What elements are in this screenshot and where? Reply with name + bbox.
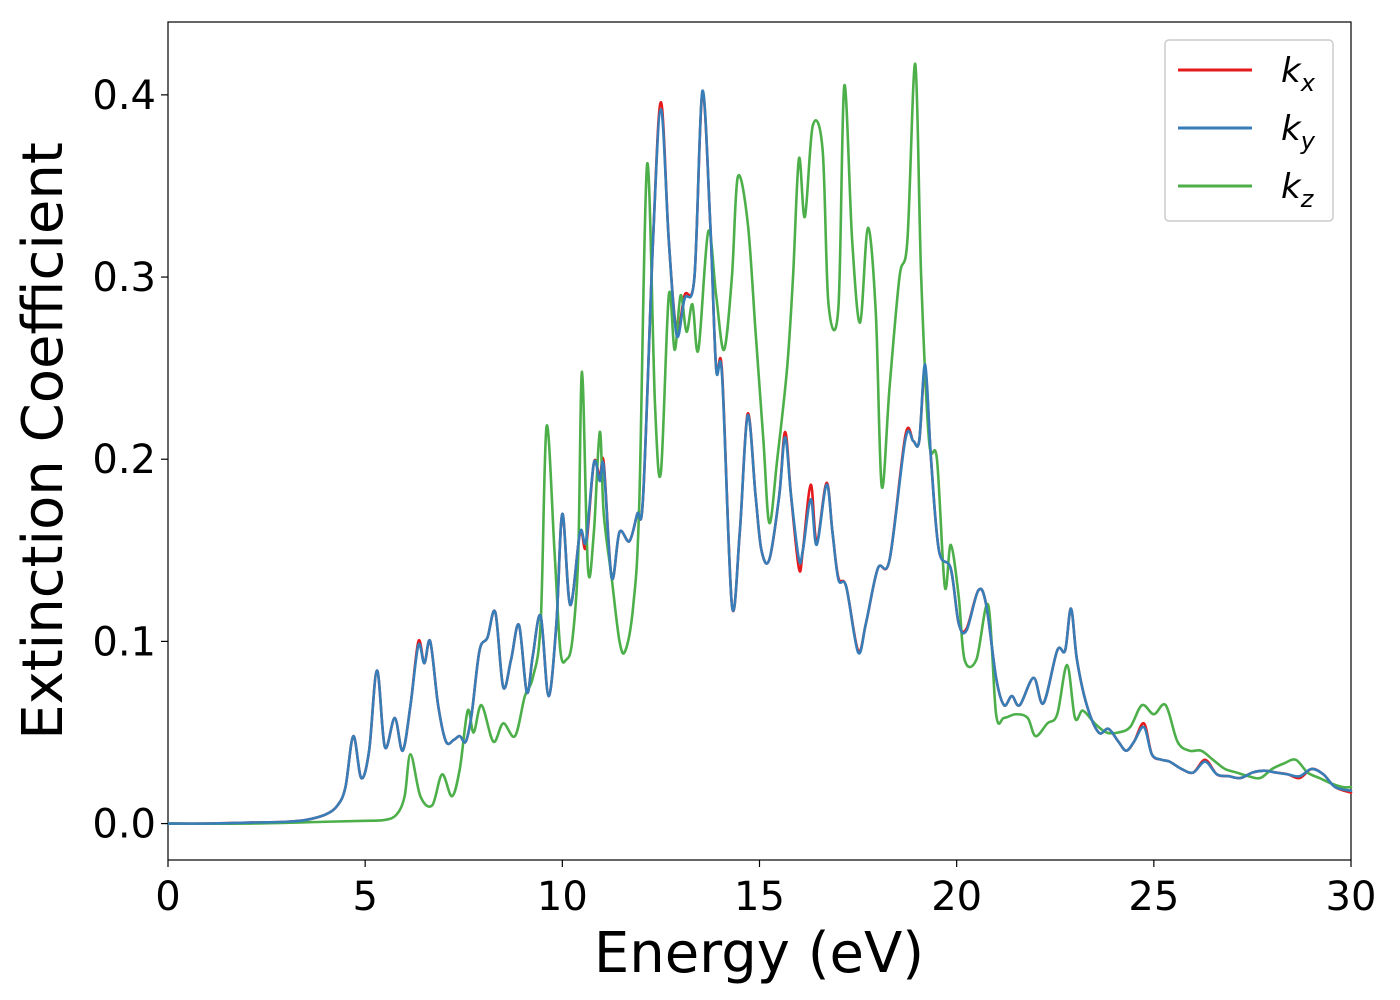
x-tick-label: 15 bbox=[734, 874, 785, 920]
legend-label-main: k bbox=[1281, 109, 1302, 149]
y-tick-label: 0.3 bbox=[92, 255, 156, 301]
y-tick-label: 0.1 bbox=[92, 619, 156, 665]
y-tick-label: 0.2 bbox=[92, 437, 156, 483]
y-tick-label: 0.0 bbox=[92, 802, 156, 848]
y-axis-title: Extinction Coefficient bbox=[11, 142, 76, 740]
x-axis-title: Energy (eV) bbox=[594, 921, 924, 986]
legend-frame bbox=[1164, 39, 1334, 222]
x-tick-label: 20 bbox=[931, 874, 982, 920]
plot-frame bbox=[167, 21, 1352, 861]
x-tick-label: 30 bbox=[1326, 874, 1377, 920]
x-axis: 0 5 10 15 20 25 30 bbox=[155, 860, 1376, 920]
legend-label-sub: y bbox=[1300, 127, 1316, 155]
x-tick-label: 5 bbox=[352, 874, 377, 920]
legend-label-sub: z bbox=[1300, 185, 1315, 213]
legend-label-k-x: kx bbox=[1281, 51, 1316, 97]
x-tick-label: 10 bbox=[537, 874, 588, 920]
legend-label-k-z: kz bbox=[1281, 167, 1315, 213]
y-axis: 0.0 0.1 0.2 0.3 0.4 bbox=[92, 73, 168, 848]
legend-label-k-y: ky bbox=[1281, 109, 1316, 155]
legend-label-sub: x bbox=[1300, 69, 1316, 97]
y-tick-label: 0.4 bbox=[92, 73, 156, 119]
legend-label-main: k bbox=[1281, 167, 1302, 207]
plot-area bbox=[166, 21, 1353, 861]
legend-label-main: k bbox=[1281, 51, 1302, 91]
series-line-k-y bbox=[166, 89, 1353, 825]
x-tick-label: 0 bbox=[155, 874, 180, 920]
series-layer bbox=[166, 62, 1353, 826]
x-tick-label: 25 bbox=[1128, 874, 1179, 920]
